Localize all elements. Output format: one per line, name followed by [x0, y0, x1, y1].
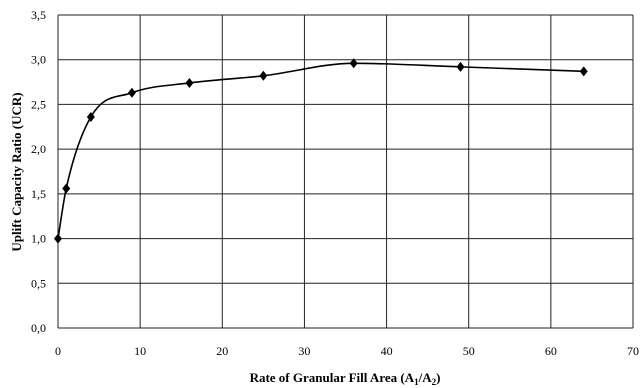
grid-lines [57, 14, 634, 329]
x-tick-label: 20 [216, 344, 228, 358]
data-point-marker [62, 183, 71, 194]
x-tick-label: 30 [298, 344, 310, 358]
tick-labels: 0 10 20 30 40 50 60 70 0,0 0,5 1,0 1,5 2,0 2,5 3,0 3,5 [31, 8, 639, 358]
y-tick-label: 0,5 [31, 276, 46, 290]
data-point-marker [579, 66, 588, 77]
y-tick-label: 1,5 [31, 187, 46, 201]
x-tick-label: 40 [381, 344, 393, 358]
data-point-marker [86, 111, 95, 122]
data-point-marker [127, 87, 136, 98]
y-tick-label: 2,5 [31, 97, 46, 111]
data-point-marker [259, 70, 268, 81]
data-point-marker [456, 61, 465, 72]
x-tick-label: 50 [463, 344, 475, 358]
x-axis-label: Rate of Granular Fill Area (A1/A2) [250, 370, 441, 387]
y-tick-label: 3,0 [31, 53, 46, 67]
y-tick-label: 3,5 [31, 8, 46, 22]
y-tick-label: 2,0 [31, 142, 46, 156]
x-tick-label: 70 [627, 344, 639, 358]
data-point-marker [349, 58, 358, 69]
series-line [57, 62, 584, 239]
series-layer [54, 58, 588, 244]
data-point-marker [185, 77, 194, 88]
x-tick-label: 60 [545, 344, 557, 358]
y-axis-label: Uplift Capacity Ratio (UCR) [9, 92, 24, 251]
data-point-marker [54, 233, 62, 244]
y-tick-label: 1,0 [31, 232, 46, 246]
x-tick-label: 0 [55, 344, 61, 358]
y-tick-label: 0,0 [31, 321, 46, 335]
x-tick-label: 10 [134, 344, 146, 358]
